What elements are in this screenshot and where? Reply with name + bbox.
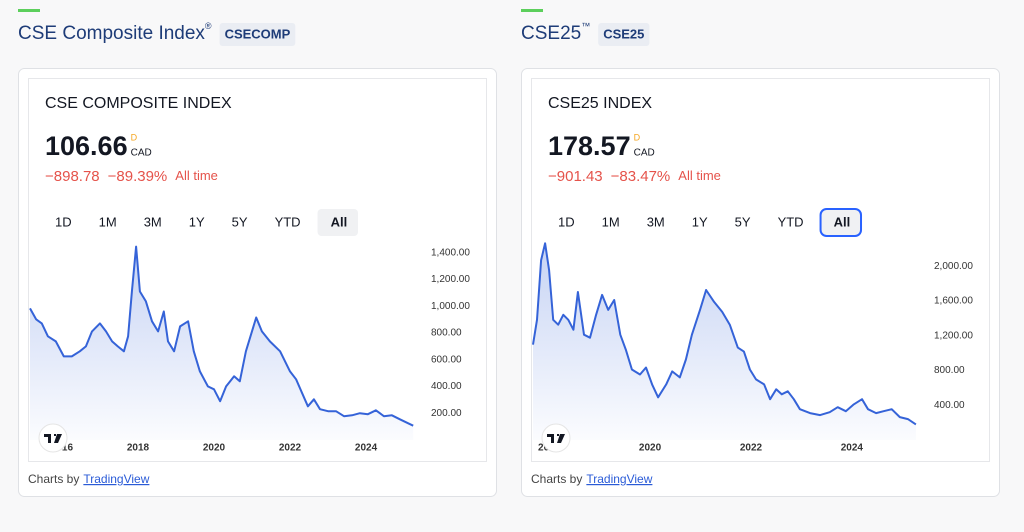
y-tick-label: 1,000.00 — [431, 301, 470, 312]
heading-accent — [18, 9, 40, 12]
range-button-label[interactable]: All — [834, 214, 851, 229]
y-tick-label: 2,000.00 — [934, 261, 973, 272]
area-fill — [30, 246, 414, 440]
logo-glyph — [44, 434, 62, 443]
y-tick-label: 1,600.00 — [934, 296, 973, 307]
y-tick-label: 1,200.00 — [934, 330, 973, 341]
range-button-label[interactable]: 1M — [99, 214, 117, 229]
footer-prefix: Charts by — [531, 472, 582, 486]
change-value: −901.43 — [548, 168, 603, 185]
range-button-label[interactable]: 3M — [647, 214, 665, 229]
area-fill — [533, 243, 916, 440]
footer: Charts by TradingView — [28, 472, 150, 486]
footer-link[interactable]: TradingView — [586, 472, 652, 486]
range-button-label[interactable]: 1D — [55, 214, 72, 229]
y-tick-label: 400.00 — [431, 381, 462, 392]
y-tick-label: 1,200.00 — [431, 274, 470, 285]
range-button-label[interactable]: 1D — [558, 214, 575, 229]
ticker-badge — [598, 23, 650, 46]
range-button-label[interactable]: 5Y — [735, 214, 751, 229]
logo-badge — [541, 423, 571, 453]
range-button-label[interactable]: 3M — [144, 214, 162, 229]
logo-badge — [38, 423, 68, 453]
price-line — [29, 245, 414, 427]
x-tick-label: 2024 — [355, 443, 378, 454]
y-tick-label: 200.00 — [431, 408, 462, 419]
range-button-label[interactable]: All — [331, 214, 348, 229]
ticker: CSECOMP — [225, 26, 291, 41]
range-button-label[interactable]: YTD — [275, 214, 301, 229]
range-button-active[interactable] — [819, 208, 863, 237]
y-tick-label: 600.00 — [431, 354, 462, 365]
price-line — [532, 242, 917, 426]
range-button-label[interactable]: 1Y — [692, 214, 708, 229]
y-tick-label: 800.00 — [431, 328, 462, 339]
footer-link[interactable]: TradingView — [83, 472, 149, 486]
heading-text: CSE25 — [521, 23, 581, 44]
tradingview-logo — [541, 423, 571, 453]
x-tick-label: 2020 — [639, 443, 662, 454]
price-flag: D — [131, 132, 138, 142]
y-tick-label: 1,400.00 — [431, 247, 470, 258]
heading-mark: ™ — [581, 21, 590, 31]
range-button-label[interactable]: YTD — [778, 214, 804, 229]
logo-glyph — [547, 434, 565, 443]
x-tick-label: 2024 — [841, 443, 864, 454]
panel-heading: CSE Composite Index® — [18, 21, 212, 44]
price: 106.66 — [45, 131, 128, 161]
y-tick-label: 400.00 — [934, 400, 965, 411]
price-flag: D — [634, 132, 641, 142]
change-value: −898.78 — [45, 168, 100, 185]
ticker: CSE25 — [603, 26, 644, 41]
x-tick-label: 2022 — [740, 443, 763, 454]
chart-title: CSE COMPOSITE INDEX — [45, 95, 232, 112]
footer: Charts by TradingView — [531, 472, 653, 486]
price: 178.57 — [548, 131, 631, 161]
change: −898.78 −89.39% All time — [45, 168, 218, 185]
range-button-active[interactable] — [317, 209, 359, 236]
range-button-label[interactable]: 1M — [602, 214, 620, 229]
heading-text: CSE Composite Index — [18, 23, 205, 44]
range-button-label[interactable]: 1Y — [189, 214, 205, 229]
x-tick-label: 2020 — [203, 443, 226, 454]
x-tick-label: 2022 — [279, 443, 302, 454]
heading-accent — [521, 9, 543, 12]
change: −901.43 −83.47% All time — [548, 168, 721, 185]
x-tick-label: 2018 — [127, 443, 150, 454]
footer-prefix: Charts by — [28, 472, 79, 486]
period: All time — [175, 168, 218, 183]
y-tick-label: 800.00 — [934, 365, 965, 376]
change-percent: −83.47% — [611, 168, 671, 185]
heading-mark: ® — [205, 21, 212, 31]
chart-title: CSE25 INDEX — [548, 95, 652, 112]
currency: CAD — [634, 148, 655, 159]
currency: CAD — [131, 148, 152, 159]
change-percent: −89.39% — [108, 168, 168, 185]
period: All time — [678, 168, 721, 183]
tradingview-logo — [38, 423, 68, 453]
panel-heading: CSE25™ — [521, 21, 590, 44]
range-button-label[interactable]: 5Y — [232, 214, 248, 229]
ticker-badge — [219, 23, 296, 46]
